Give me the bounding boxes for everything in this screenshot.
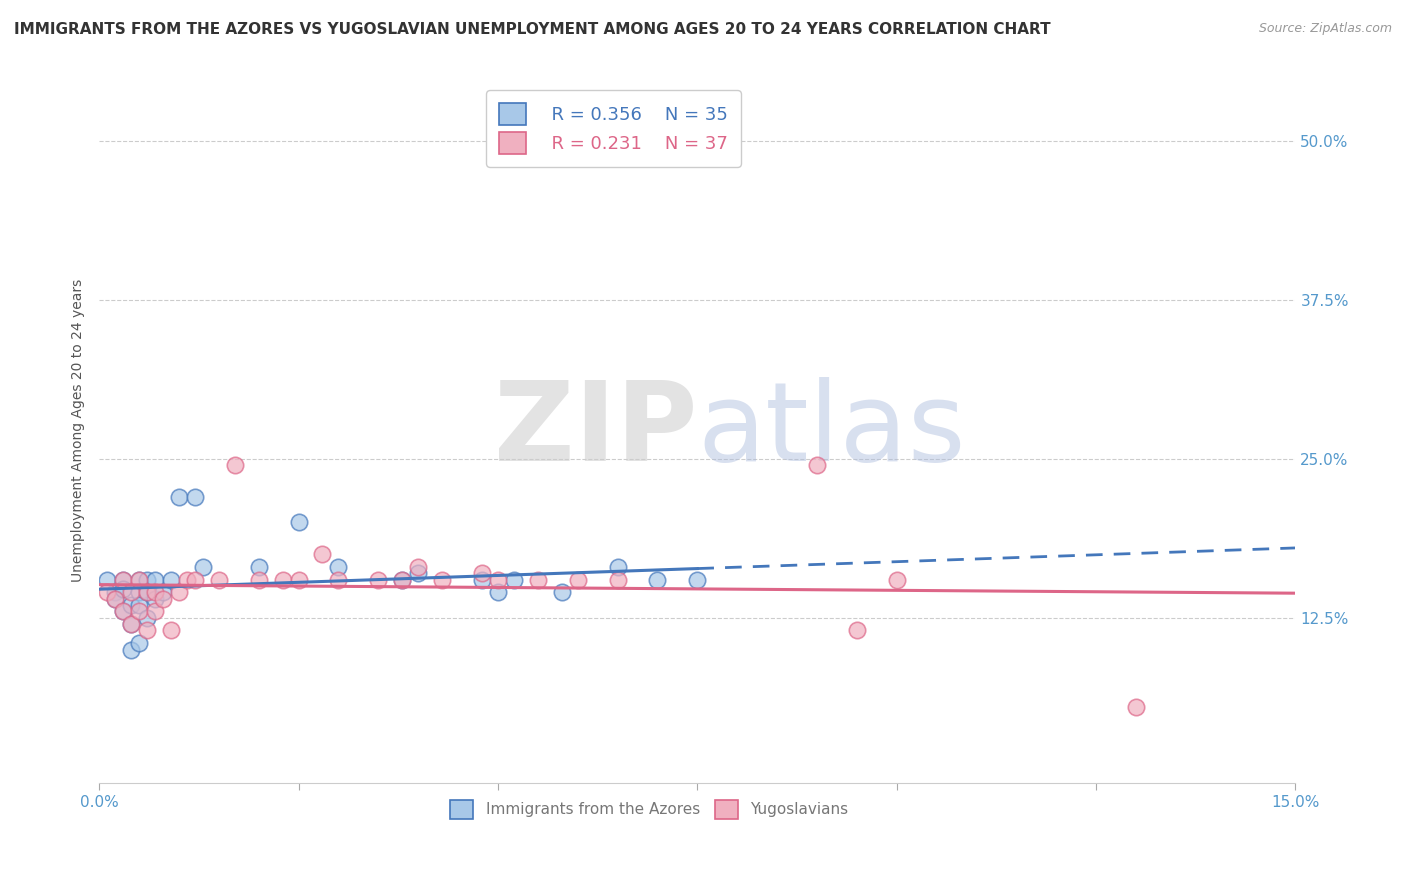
Point <box>176 573 198 587</box>
Point <box>486 585 509 599</box>
Point <box>120 617 142 632</box>
Point <box>104 585 127 599</box>
Point <box>128 573 150 587</box>
Point <box>167 490 190 504</box>
Point <box>247 560 270 574</box>
Text: IMMIGRANTS FROM THE AZORES VS YUGOSLAVIAN UNEMPLOYMENT AMONG AGES 20 TO 24 YEARS: IMMIGRANTS FROM THE AZORES VS YUGOSLAVIA… <box>14 22 1050 37</box>
Point <box>247 573 270 587</box>
Point <box>184 573 207 587</box>
Point <box>160 573 183 587</box>
Point <box>367 573 389 587</box>
Point <box>136 573 159 587</box>
Point <box>120 598 142 612</box>
Point <box>486 573 509 587</box>
Point <box>502 573 524 587</box>
Point <box>152 585 174 599</box>
Point <box>430 573 453 587</box>
Point <box>112 573 135 587</box>
Point <box>143 604 166 618</box>
Point <box>120 585 142 599</box>
Point <box>391 573 413 587</box>
Point <box>191 560 214 574</box>
Point <box>136 585 159 599</box>
Point <box>271 573 294 587</box>
Text: ZIP: ZIP <box>494 376 697 483</box>
Point <box>845 624 868 638</box>
Point <box>406 566 429 581</box>
Point <box>551 585 574 599</box>
Point <box>128 585 150 599</box>
Point <box>606 573 628 587</box>
Point <box>112 573 135 587</box>
Point <box>96 585 118 599</box>
Point <box>96 573 118 587</box>
Text: atlas: atlas <box>697 376 966 483</box>
Point <box>104 591 127 606</box>
Point <box>287 573 309 587</box>
Point <box>328 560 350 574</box>
Point <box>406 560 429 574</box>
Point <box>1125 699 1147 714</box>
Point <box>128 636 150 650</box>
Point <box>136 585 159 599</box>
Point <box>136 624 159 638</box>
Point <box>471 573 494 587</box>
Point <box>224 458 246 473</box>
Point <box>136 611 159 625</box>
Y-axis label: Unemployment Among Ages 20 to 24 years: Unemployment Among Ages 20 to 24 years <box>72 278 86 582</box>
Point <box>471 566 494 581</box>
Point <box>128 598 150 612</box>
Point <box>526 573 548 587</box>
Point <box>128 573 150 587</box>
Point <box>606 560 628 574</box>
Point <box>311 547 333 561</box>
Point <box>686 573 709 587</box>
Point <box>120 617 142 632</box>
Point <box>143 591 166 606</box>
Point <box>567 573 589 587</box>
Point <box>647 573 669 587</box>
Point <box>160 624 183 638</box>
Point <box>112 604 135 618</box>
Point <box>886 573 908 587</box>
Point <box>184 490 207 504</box>
Point <box>143 585 166 599</box>
Point <box>287 516 309 530</box>
Point <box>167 585 190 599</box>
Point <box>328 573 350 587</box>
Point <box>208 573 231 587</box>
Point <box>391 573 413 587</box>
Point <box>120 642 142 657</box>
Point <box>143 573 166 587</box>
Point <box>152 591 174 606</box>
Point <box>128 604 150 618</box>
Point <box>112 582 135 596</box>
Point <box>806 458 828 473</box>
Text: Source: ZipAtlas.com: Source: ZipAtlas.com <box>1258 22 1392 36</box>
Point <box>104 591 127 606</box>
Point <box>112 604 135 618</box>
Legend: Immigrants from the Azores, Yugoslavians: Immigrants from the Azores, Yugoslavians <box>444 794 855 825</box>
